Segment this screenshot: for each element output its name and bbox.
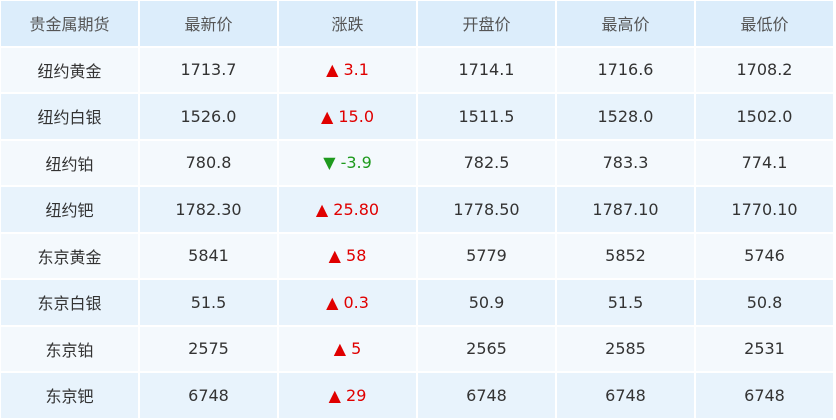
table-cell: 纽约钯: [1, 187, 138, 232]
table-cell: ▲ 0.3: [279, 280, 416, 325]
table-cell: 1528.0: [557, 94, 694, 139]
table-cell: 东京铂: [1, 326, 138, 371]
table-cell: 2531: [696, 326, 833, 371]
table-cell: 1787.10: [557, 187, 694, 232]
table-cell: 774.1: [696, 140, 833, 185]
table-cell: 51.5: [140, 280, 277, 325]
table-cell: 5746: [696, 233, 833, 278]
table-cell: 东京黄金: [1, 233, 138, 278]
table-row: 东京白银 51.5 ▲ 0.3 50.9 51.5 50.8: [1, 280, 833, 325]
table-cell: 东京钯: [1, 373, 138, 418]
header-cell: 开盘价: [418, 1, 555, 46]
table-row: 东京铂 2575 ▲ 5 2565 2585 2531: [1, 326, 833, 371]
table-cell: 782.5: [418, 140, 555, 185]
table-cell: 1708.2: [696, 47, 833, 92]
table-cell: 783.3: [557, 140, 694, 185]
table-cell: 2565: [418, 326, 555, 371]
table-cell: 2585: [557, 326, 694, 371]
table-row: 纽约钯 1782.30 ▲ 25.80 1778.50 1787.10 1770.10: [1, 187, 833, 232]
header-cell: 最低价: [696, 1, 833, 46]
table-cell: 5852: [557, 233, 694, 278]
table-cell: 东京白银: [1, 280, 138, 325]
header-cell: 最高价: [557, 1, 694, 46]
table-cell: ▲ 3.1: [279, 47, 416, 92]
table-row: 东京钯 6748 ▲ 29 6748 6748 6748: [1, 373, 833, 418]
table-cell: 1511.5: [418, 94, 555, 139]
table-row: 东京黄金 5841 ▲ 58 5779 5852 5746: [1, 233, 833, 278]
table-cell: 6748: [557, 373, 694, 418]
header-cell: 涨跌: [279, 1, 416, 46]
table-cell: 50.8: [696, 280, 833, 325]
table-cell: 780.8: [140, 140, 277, 185]
table-row: 纽约黄金 1713.7 ▲ 3.1 1714.1 1716.6 1708.2: [1, 47, 833, 92]
table-cell: 6748: [696, 373, 833, 418]
table-cell: 纽约白银: [1, 94, 138, 139]
table-cell: 2575: [140, 326, 277, 371]
table-cell: 1502.0: [696, 94, 833, 139]
table-cell: ▲ 29: [279, 373, 416, 418]
table-cell: 6748: [140, 373, 277, 418]
table-cell: 1782.30: [140, 187, 277, 232]
table-cell: ▲ 58: [279, 233, 416, 278]
table-cell: 5779: [418, 233, 555, 278]
table-cell: ▲ 15.0: [279, 94, 416, 139]
table-cell: 6748: [418, 373, 555, 418]
header-row: 贵金属期货 最新价 涨跌 开盘价 最高价 最低价: [1, 1, 833, 46]
table-cell: 1716.6: [557, 47, 694, 92]
table-cell: 1713.7: [140, 47, 277, 92]
table-cell: 纽约铂: [1, 140, 138, 185]
header-cell: 贵金属期货: [1, 1, 138, 46]
table-cell: 1778.50: [418, 187, 555, 232]
table-row: 纽约白银 1526.0 ▲ 15.0 1511.5 1528.0 1502.0: [1, 94, 833, 139]
table-cell: 纽约黄金: [1, 47, 138, 92]
table-cell: ▲ 5: [279, 326, 416, 371]
table-cell: 51.5: [557, 280, 694, 325]
table-cell: 5841: [140, 233, 277, 278]
table-body: 纽约黄金 1713.7 ▲ 3.1 1714.1 1716.6 1708.2 纽约白银 152…: [1, 47, 833, 418]
table-cell: 1770.10: [696, 187, 833, 232]
table-row: 纽约铂 780.8 ▼ -3.9 782.5 783.3 774.1: [1, 140, 833, 185]
header-cell: 最新价: [140, 1, 277, 46]
table-cell: 50.9: [418, 280, 555, 325]
table-cell: ▲ 25.80: [279, 187, 416, 232]
table-cell: 1526.0: [140, 94, 277, 139]
table-cell: 1714.1: [418, 47, 555, 92]
table-cell: ▼ -3.9: [279, 140, 416, 185]
